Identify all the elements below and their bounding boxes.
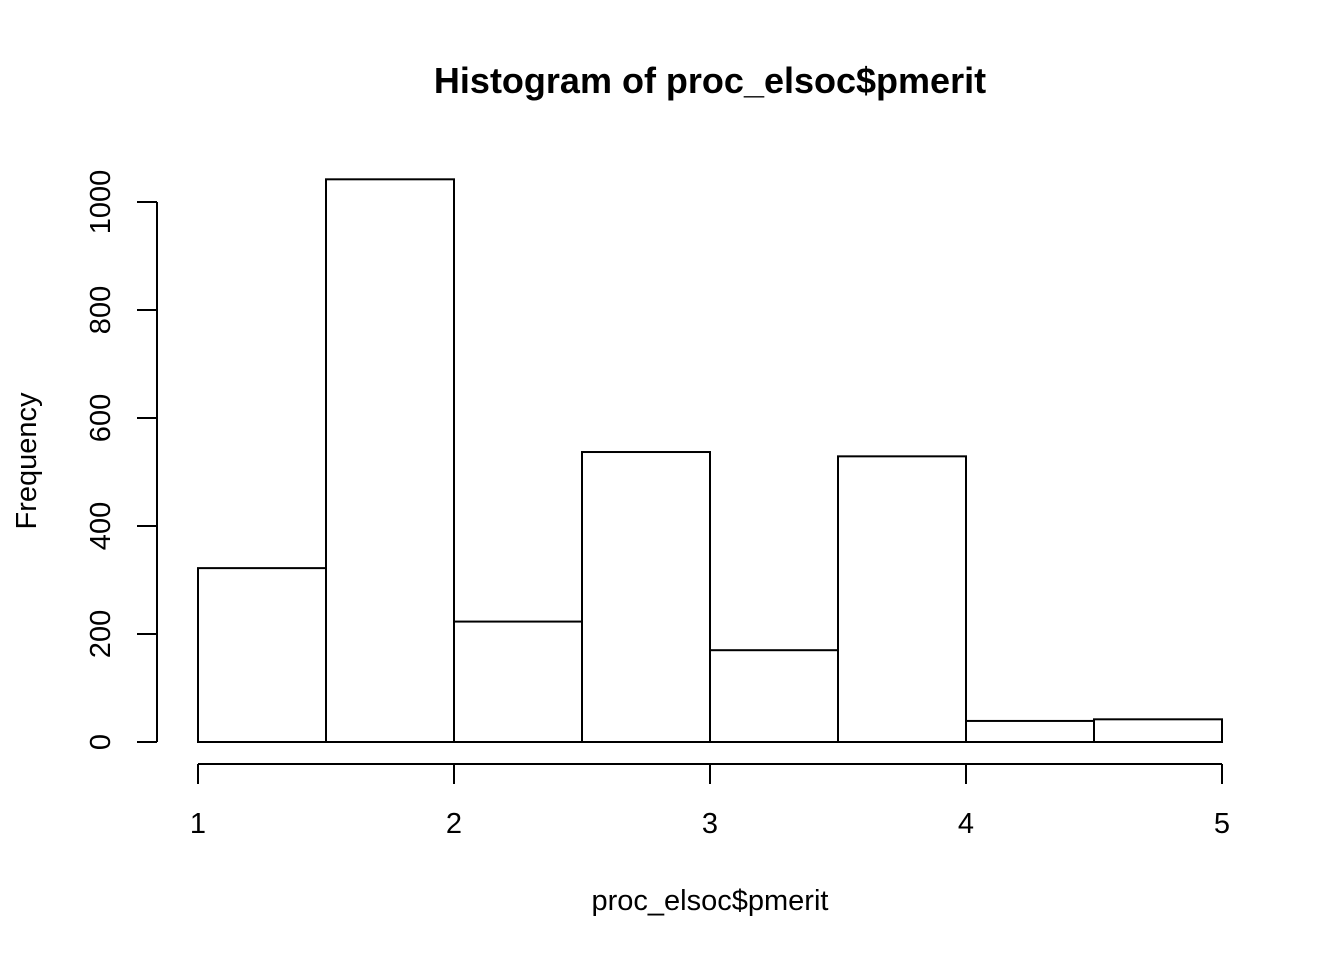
x-tick-label: 1 [190,808,206,840]
bars-group [197,178,1223,744]
x-tick-label: 4 [958,808,974,840]
y-tick-label: 400 [85,502,117,550]
x-axis: 1 2 3 4 5 [190,763,1230,840]
histogram-bar [581,451,711,743]
histogram-bar [197,567,327,743]
y-tick-label: 0 [85,734,117,750]
x-tick-label: 5 [1214,808,1230,840]
y-tick-label: 1000 [85,170,117,235]
histogram-bar [325,178,455,743]
chart-title: Histogram of proc_elsoc$pmerit [434,60,986,101]
y-tick-label: 200 [85,610,117,658]
histogram-bar [453,620,583,744]
histogram-bar [1093,718,1223,744]
x-tick-label: 3 [702,808,718,840]
y-axis-label: Frequency [11,392,43,530]
y-tick-label: 800 [85,286,117,334]
x-axis-label: proc_elsoc$pmerit [592,885,829,917]
histogram-bar [837,455,967,743]
x-tick-label: 2 [446,808,462,840]
y-tick-label: 600 [85,394,117,442]
y-axis: 0 200 400 600 800 1000 [85,170,158,750]
histogram-bar [965,719,1095,744]
histogram-bar [709,649,839,744]
